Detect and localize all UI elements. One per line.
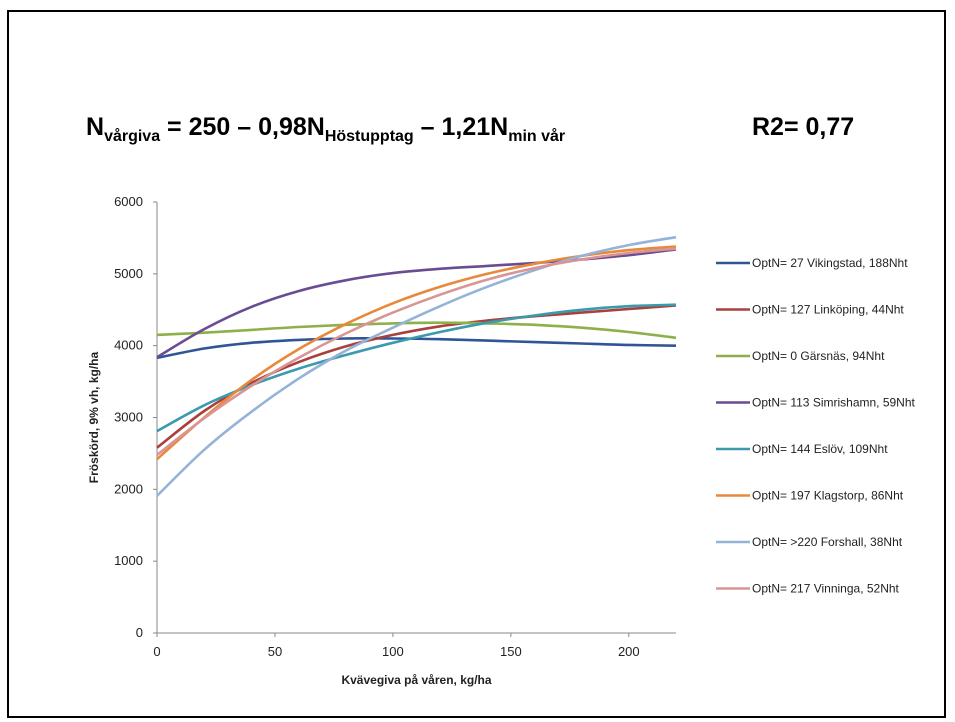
equation-part-3: – 1,21N — [413, 113, 509, 141]
series-line-8 — [156, 247, 677, 456]
chart-legend: OptN= 27 Vikingstad, 188Nht OptN= 127 Lin… — [716, 256, 916, 596]
legend-label-5: OptN= 144 Eslöv, 109Nht — [752, 442, 888, 456]
equation-sub-vargiva: vårgiva — [104, 128, 161, 145]
series-line-2 — [156, 304, 677, 449]
y-tick-label: 0 — [136, 625, 143, 640]
series-line-5 — [156, 303, 677, 433]
legend-label-1: OptN= 27 Vikingstad, 188Nht — [752, 256, 908, 270]
y-tick-label: 6000 — [114, 194, 143, 209]
x-tick-label: 150 — [500, 644, 522, 659]
y-axis-title: Fröskörd, 9% vh, kg/ha — [87, 351, 101, 483]
series-line-3 — [156, 321, 677, 340]
equation-sub-min-var: min vår — [508, 128, 566, 145]
legend-label-6: OptN= 197 Klagstorp, 86Nht — [752, 489, 904, 503]
y-tick-label: 5000 — [114, 266, 143, 281]
regression-equation: Nvårgiva = 250 – 0,98NHöstupptag – 1,21N… — [86, 113, 565, 146]
y-tick-label: 3000 — [114, 410, 143, 425]
equation-sub-hostupptag: Höstupptag — [324, 128, 414, 145]
r-squared-label: R2= 0,77 — [752, 113, 855, 141]
slide-frame — [7, 10, 946, 718]
y-tick-label: 2000 — [114, 481, 143, 496]
series-line-1 — [156, 337, 677, 360]
y-tick-label: 4000 — [114, 338, 143, 353]
legend-label-3: OptN= 0 Gärsnäs, 94Nht — [752, 349, 885, 363]
y-tick-label: 1000 — [114, 553, 143, 568]
x-tick-label: 200 — [618, 644, 640, 659]
legend-label-4: OptN= 113 Simrishamn, 59Nht — [752, 396, 916, 410]
legend-label-8: OptN= 217 Vinninga, 52Nht — [752, 582, 900, 596]
legend-label-7: OptN= >220 Forshall, 38Nht — [752, 535, 903, 549]
equation-part-2: = 250 – 0,98N — [160, 113, 325, 141]
x-tick-label: 100 — [382, 644, 404, 659]
x-tick-label: 50 — [268, 644, 282, 659]
x-tick-label: 0 — [153, 644, 160, 659]
chart-axes: 0 1000 2000 3000 4000 5000 6000 0 50 100 150 200 — [114, 194, 676, 659]
equation-n1: N — [86, 113, 105, 141]
legend-label-2: OptN= 127 Linköping, 44Nht — [752, 303, 904, 317]
chart-series-lines — [156, 235, 677, 497]
series-line-6 — [156, 245, 677, 461]
series-line-7 — [156, 235, 677, 497]
x-axis-title: Kvävegiva på våren, kg/ha — [341, 673, 491, 687]
